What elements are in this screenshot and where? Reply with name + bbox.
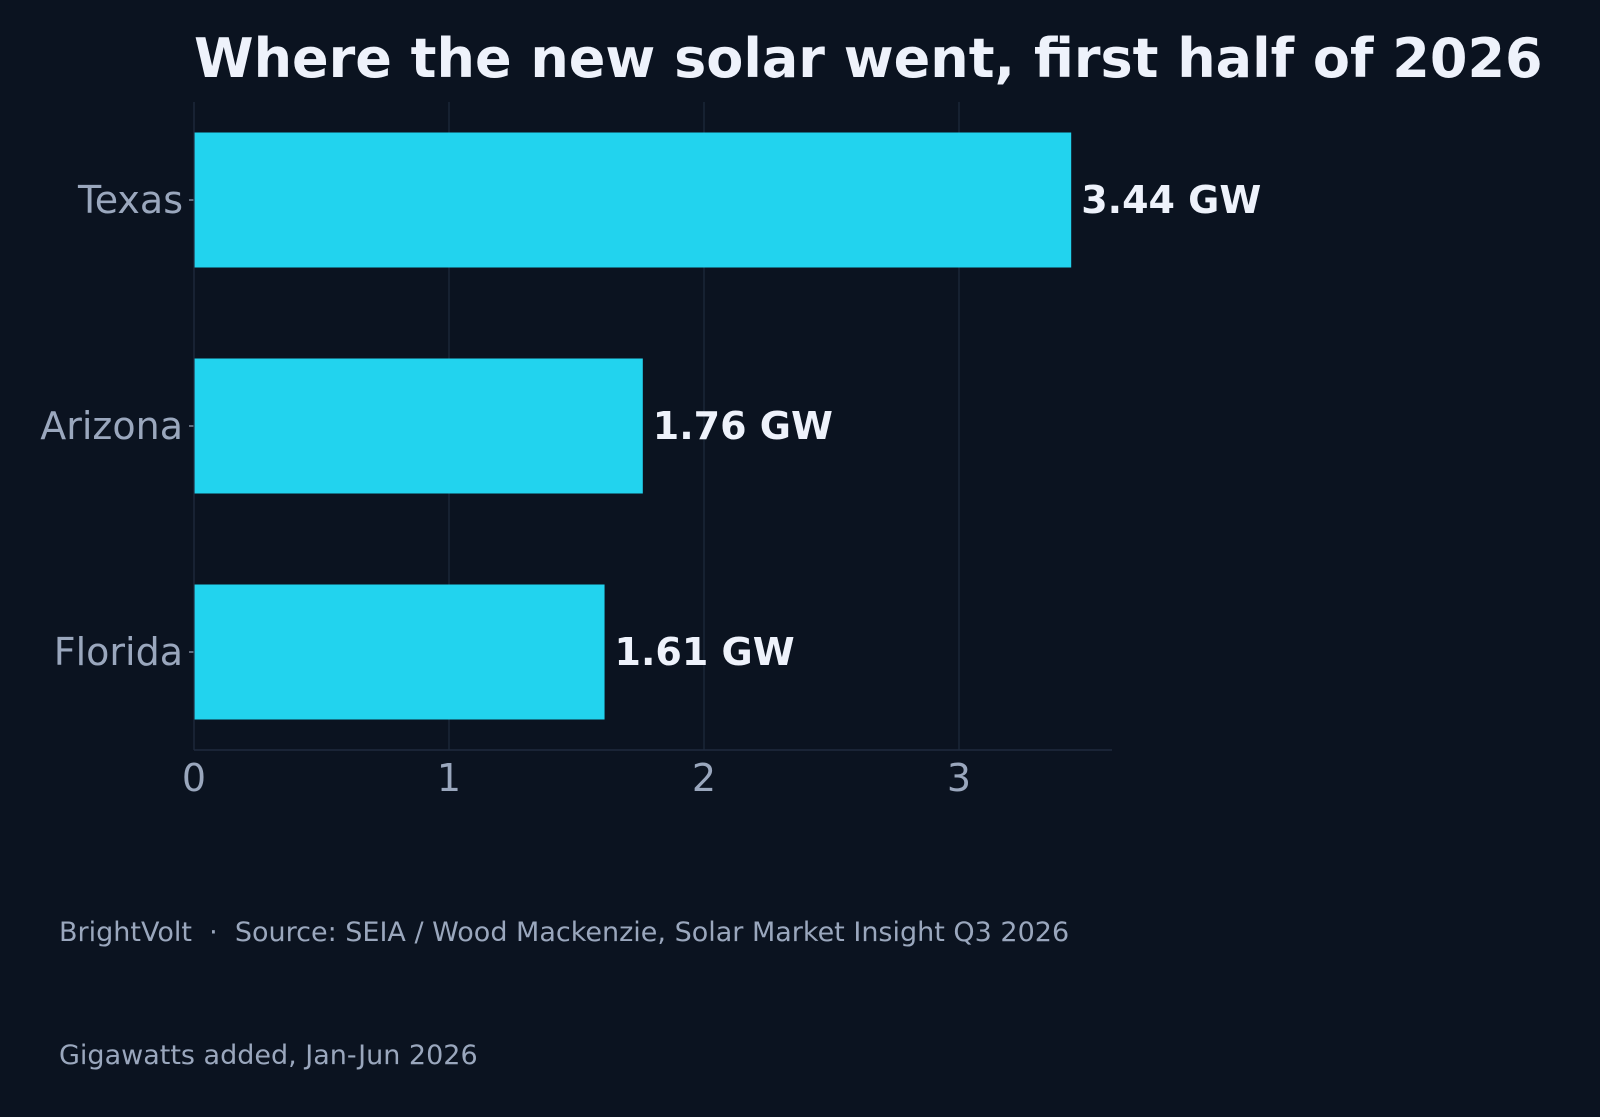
source-note: BrightVolt · Source: SEIA / Wood Mackenz… [59, 917, 1070, 948]
bars [194, 132, 1072, 720]
category-label-arizona: Arizona [40, 404, 183, 448]
chart-footer: BrightVolt · Source: SEIA / Wood Mackenz… [59, 830, 1069, 1117]
value-label-arizona: 1.76 GW [653, 404, 833, 448]
chart-title: Where the new solar went, first half of … [194, 27, 1543, 90]
category-label-texas: Texas [77, 178, 183, 222]
value-label-texas: 3.44 GW [1081, 178, 1261, 222]
bar-arizona [194, 358, 643, 494]
units-note: Gigawatts added, Jan-Jun 2026 [59, 1040, 478, 1071]
x-tick-label-1: 1 [437, 756, 461, 800]
category-label-florida: Florida [54, 630, 183, 674]
x-tick-label-0: 0 [182, 756, 206, 800]
bar-texas [194, 132, 1072, 268]
axes [189, 102, 1112, 751]
bar-florida [194, 584, 605, 720]
x-tick-label-2: 2 [692, 756, 716, 800]
value-label-florida: 1.61 GW [615, 630, 795, 674]
bar-chart: Where the new solar went, first half of … [40, 27, 1543, 800]
x-tick-label-3: 3 [947, 756, 971, 800]
labels: 0 1 2 3 Texas 3.44 GW Arizona 1.76 GW Florida 1.6… [40, 178, 1261, 800]
